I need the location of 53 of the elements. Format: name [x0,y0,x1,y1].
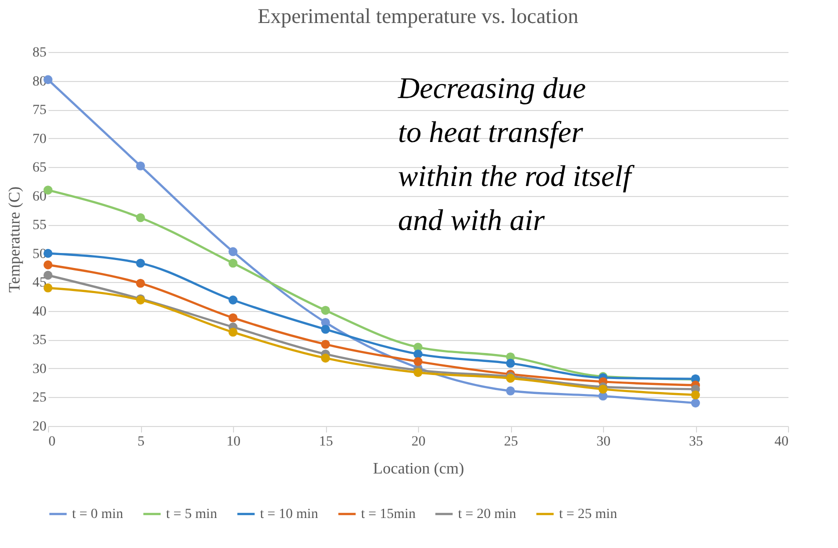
point [228,328,238,337]
point [321,324,330,334]
x-tick-label: 15 [319,434,333,450]
y-tick-label: 55 [32,218,46,234]
y-tick-label: 70 [32,132,46,147]
x-tick-label: 10 [226,434,240,450]
x-tick-label: 25 [504,434,518,450]
y-tick-label: 20 [32,420,46,434]
y-tick-label: 40 [32,304,46,320]
point [228,258,238,268]
point [598,384,608,394]
y-tick-label: 35 [32,333,46,348]
legend-label: t = 15min [361,507,416,522]
point [136,161,145,170]
point [506,386,515,396]
y-tick-label: 60 [32,189,46,204]
y-tick-label: 75 [32,103,46,118]
legend-label: t = 20 min [458,507,516,522]
point [414,357,422,366]
x-tick-label: 40 [774,434,788,450]
x-tick-label: 5 [138,434,144,450]
point [228,247,238,256]
y-tick-label: 65 [32,160,46,176]
y-tick-label: 30 [32,362,46,377]
point [136,278,145,288]
y-tick-label: 45 [32,276,46,291]
annotation: Decreasing due to heat transfer within the rod itself and with air [397,72,635,237]
legend-label: t = 0 min [72,507,124,522]
point [321,354,330,363]
point [321,340,330,349]
x-tick-label: 20 [412,434,426,450]
y-tick-label: 85 [32,46,46,60]
chart-title: Experimental temperature vs. location [258,4,579,28]
point [414,350,422,359]
x-tick-label: 35 [689,434,703,450]
y-axis-title: Temperature (C) [6,186,24,292]
legend-label: t = 10 min [260,507,318,522]
point [44,260,52,270]
point [414,368,422,377]
point [506,358,515,368]
x-tick-label: 30 [596,434,610,450]
point [691,398,700,408]
point [321,306,330,315]
x-axis-title: Location (cm) [372,460,464,478]
point [228,296,238,304]
point [136,258,145,268]
legend-label: t = 5 min [166,507,218,522]
y-tick-label: 25 [32,390,46,406]
point [136,213,145,222]
x-tick-label: 0 [48,434,56,450]
point [691,390,700,400]
point [228,313,238,322]
legend-label: t = 25 min [559,507,618,522]
